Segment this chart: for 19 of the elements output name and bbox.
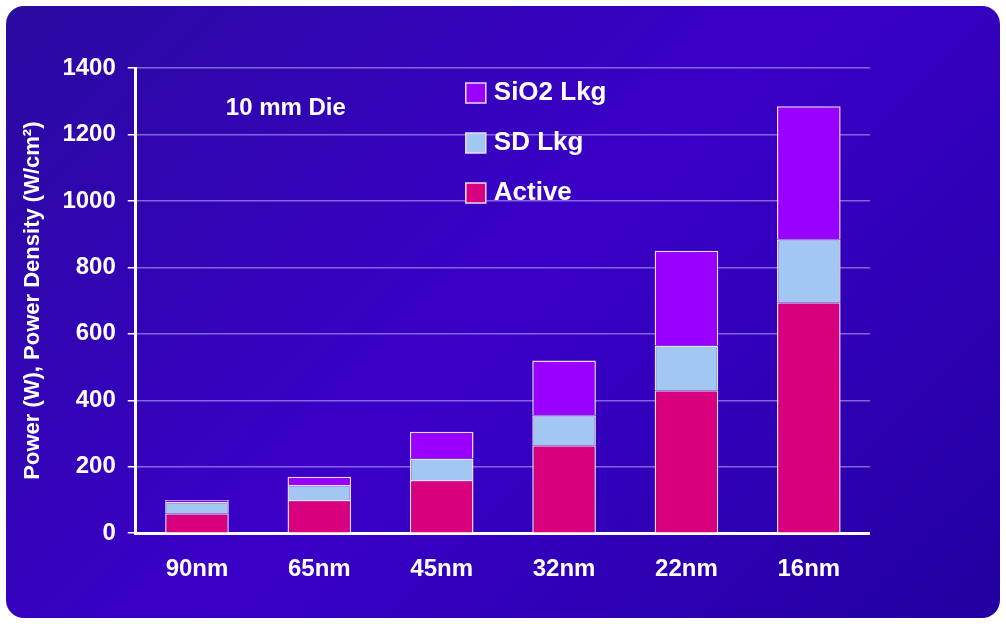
x-tick-label: 16nm bbox=[777, 554, 841, 582]
x-tick-label: 65nm bbox=[287, 554, 351, 582]
y-tick-label: 600 bbox=[75, 318, 116, 346]
legend-label: Active bbox=[493, 176, 572, 207]
x-tick-label: 32nm bbox=[532, 554, 596, 582]
x-tick-label: 45nm bbox=[410, 554, 474, 582]
y-tick-label: 1200 bbox=[62, 119, 116, 147]
legend-label: SiO2 Lkg bbox=[493, 76, 607, 107]
legend-label: SD Lkg bbox=[493, 126, 584, 157]
y-tick-label: 1000 bbox=[62, 185, 116, 213]
annotation: 10 mm Die bbox=[225, 92, 346, 120]
y-tick-label: 0 bbox=[102, 517, 116, 545]
y-tick-label: 400 bbox=[75, 384, 116, 412]
x-tick-label: 90nm bbox=[165, 554, 229, 582]
y-tick-label: 200 bbox=[75, 451, 116, 479]
y-tick-label: 1400 bbox=[62, 52, 116, 80]
x-tick-label: 22nm bbox=[655, 554, 718, 582]
y-tick-label: 800 bbox=[75, 252, 116, 279]
y-axis-title: Power (W), Power Density (W/cm²) bbox=[19, 121, 45, 480]
